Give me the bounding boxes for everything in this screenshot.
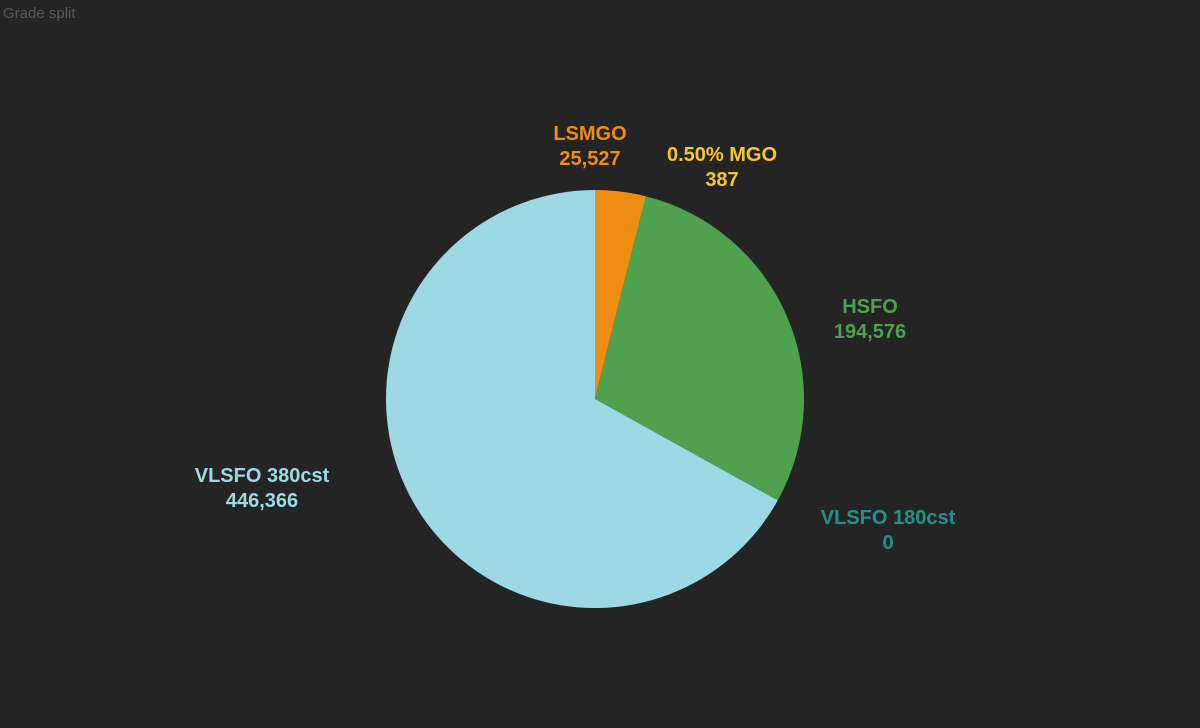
slice-label-vlsfo-180cst: VLSFO 180cst 0 [821, 507, 956, 554]
slice-label-name: LSMGO [553, 123, 626, 145]
pie-slice-0-50-mgo[interactable] [595, 196, 646, 399]
pie-slice-lsmgo[interactable] [595, 190, 645, 399]
pie-slice-vlsfo-380cst[interactable] [385, 190, 778, 608]
slice-label-name: HSFO [842, 296, 898, 318]
slice-label-name: VLSFO 180cst [821, 507, 956, 529]
slice-label-hsfo: HSFO 194,576 [834, 296, 906, 343]
slice-label-value: 387 [705, 169, 738, 191]
chart-title: Grade split [3, 5, 76, 22]
slice-label-lsmgo: LSMGO 25,527 [553, 123, 626, 170]
slice-label-value: 25,527 [559, 148, 620, 170]
slice-label-vlsfo-380cst: VLSFO 380cst 446,366 [195, 465, 330, 512]
slice-label-name: 0.50% MGO [667, 144, 777, 166]
slice-label-value: 194,576 [834, 321, 906, 343]
slice-label-value: 446,366 [226, 490, 298, 512]
slice-label-0-50-mgo: 0.50% MGO 387 [667, 144, 777, 191]
pie-slices [385, 190, 804, 608]
pie-labels: LSMGO 25,527 0.50% MGO 387 HSFO 194,576 VLSFO … [195, 123, 956, 554]
slice-label-name: VLSFO 380cst [195, 465, 330, 487]
slice-label-value: 0 [882, 532, 893, 554]
pie-slice-hsfo[interactable] [595, 196, 804, 501]
